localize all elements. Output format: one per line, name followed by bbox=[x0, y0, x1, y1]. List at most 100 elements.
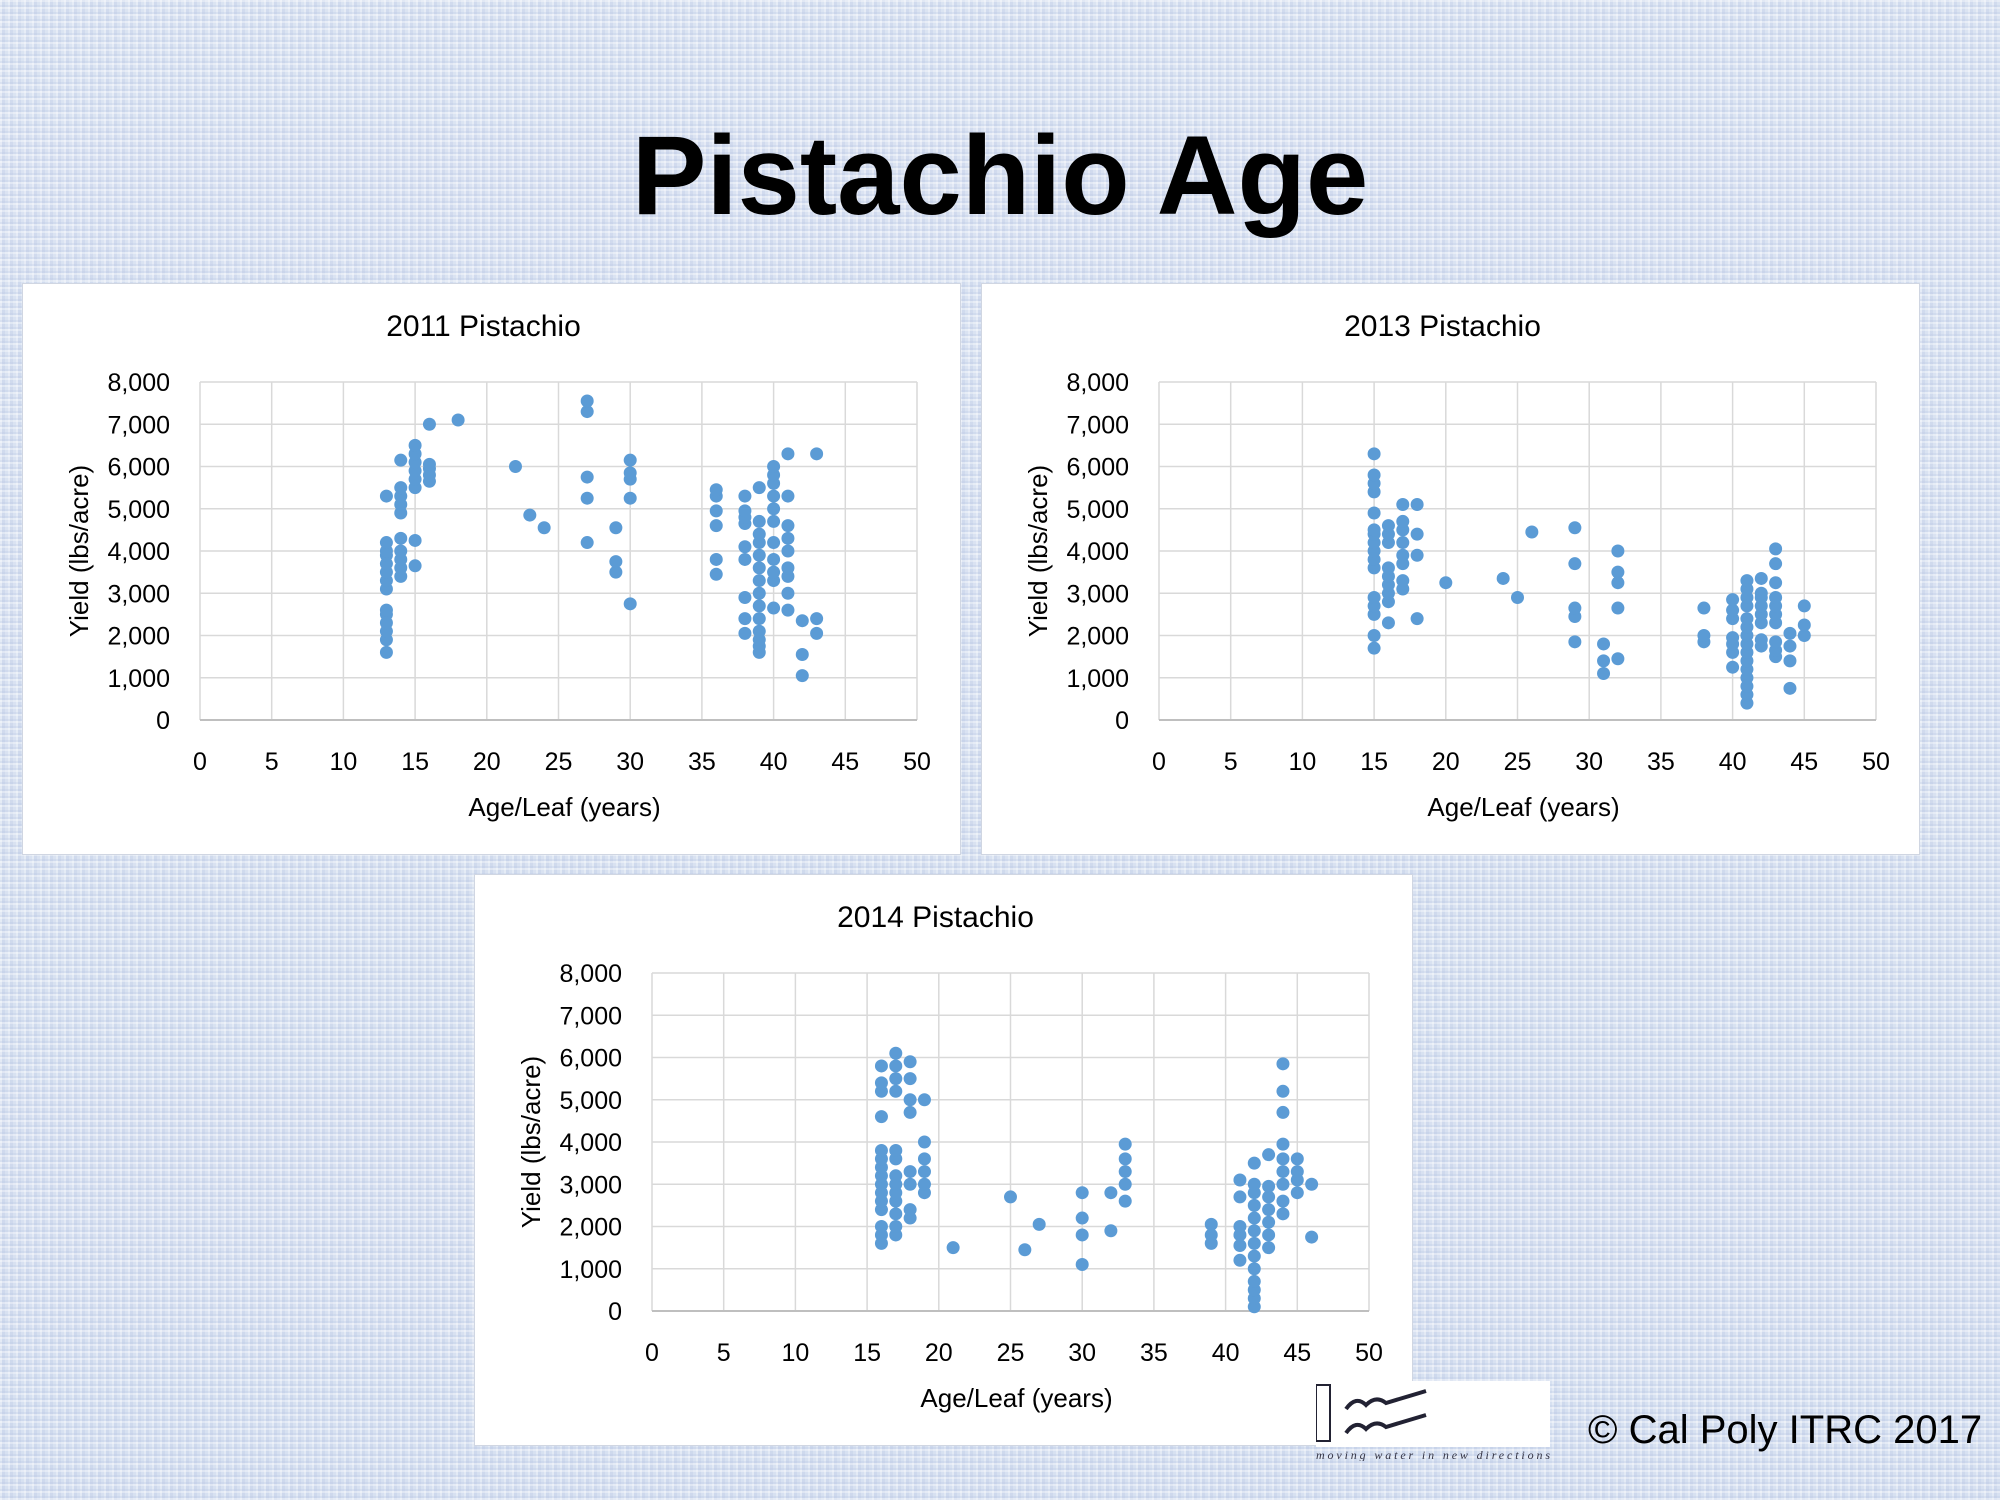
data-point bbox=[1118, 1177, 1132, 1191]
data-point bbox=[1568, 557, 1582, 571]
data-point bbox=[1797, 629, 1811, 642]
data-point bbox=[738, 504, 752, 518]
y-tick-label: 5,000 bbox=[559, 1087, 622, 1115]
data-point bbox=[1262, 1241, 1276, 1255]
data-point bbox=[1783, 681, 1797, 695]
data-point bbox=[623, 466, 637, 480]
data-point bbox=[1367, 447, 1381, 461]
data-point bbox=[889, 1220, 903, 1233]
data-point bbox=[580, 536, 594, 550]
data-point bbox=[1769, 590, 1783, 604]
y-tick-label: 4,000 bbox=[1066, 538, 1129, 566]
data-point bbox=[709, 483, 723, 497]
data-point bbox=[1075, 1258, 1089, 1272]
data-point bbox=[1568, 601, 1582, 615]
data-point bbox=[781, 603, 795, 617]
x-tick-label: 25 bbox=[997, 1339, 1025, 1367]
x-tick-label: 30 bbox=[616, 748, 644, 776]
data-point bbox=[738, 626, 752, 640]
data-point bbox=[1276, 1152, 1290, 1166]
data-point bbox=[1769, 635, 1783, 649]
data-point bbox=[1262, 1179, 1276, 1193]
data-point bbox=[1568, 635, 1582, 649]
data-point bbox=[1367, 468, 1381, 482]
data-point bbox=[752, 561, 766, 575]
y-tick-label: 4,000 bbox=[107, 538, 170, 566]
data-point bbox=[889, 1207, 903, 1221]
x-tick-label: 15 bbox=[1360, 748, 1388, 776]
data-point bbox=[1118, 1194, 1132, 1208]
data-point bbox=[1697, 629, 1711, 642]
data-point bbox=[903, 1093, 917, 1107]
data-point bbox=[1233, 1190, 1247, 1204]
data-point bbox=[1783, 626, 1797, 640]
data-point bbox=[874, 1110, 888, 1124]
x-tick-label: 35 bbox=[1647, 748, 1675, 776]
y-tick-label: 7,000 bbox=[107, 411, 170, 439]
data-point bbox=[946, 1241, 960, 1255]
y-tick-label: 3,000 bbox=[107, 580, 170, 608]
data-point bbox=[1276, 1194, 1290, 1208]
data-point bbox=[781, 586, 795, 600]
data-point bbox=[623, 491, 637, 505]
data-point bbox=[1410, 498, 1424, 512]
data-point bbox=[917, 1152, 931, 1166]
data-point bbox=[1262, 1215, 1276, 1229]
data-point bbox=[1611, 576, 1625, 590]
data-point bbox=[1367, 523, 1381, 537]
data-point bbox=[1118, 1137, 1132, 1151]
y-tick-label: 6,000 bbox=[559, 1045, 622, 1073]
data-point bbox=[1511, 590, 1524, 604]
data-point bbox=[874, 1143, 888, 1157]
data-point bbox=[738, 612, 752, 626]
data-point bbox=[752, 612, 766, 626]
data-point bbox=[1276, 1105, 1290, 1119]
data-point bbox=[394, 453, 408, 467]
data-point bbox=[767, 489, 781, 503]
data-point bbox=[752, 624, 766, 638]
data-point bbox=[1783, 654, 1797, 668]
x-tick-label: 0 bbox=[645, 1339, 659, 1367]
y-tick-label: 1,000 bbox=[107, 665, 170, 693]
data-point bbox=[1611, 565, 1625, 579]
data-point bbox=[903, 1105, 917, 1119]
data-point bbox=[379, 489, 393, 503]
data-point bbox=[709, 552, 723, 566]
x-tick-label: 30 bbox=[1068, 1339, 1096, 1367]
data-point bbox=[1247, 1262, 1261, 1276]
x-tick-label: 15 bbox=[853, 1339, 881, 1367]
x-tick-label: 15 bbox=[401, 748, 429, 776]
x-tick-label: 40 bbox=[1212, 1339, 1240, 1367]
data-point bbox=[889, 1046, 903, 1060]
data-point bbox=[752, 574, 766, 588]
x-tick-label: 50 bbox=[903, 748, 931, 776]
y-tick-label: 2,000 bbox=[559, 1214, 622, 1242]
data-point bbox=[874, 1076, 888, 1090]
data-point bbox=[609, 555, 623, 569]
data-point bbox=[379, 645, 393, 659]
data-point bbox=[1726, 631, 1740, 645]
y-axis-label: Yield (lbs/acre) bbox=[516, 1056, 546, 1228]
data-point bbox=[709, 504, 723, 518]
data-point bbox=[580, 405, 594, 419]
data-point bbox=[1276, 1057, 1290, 1071]
x-tick-label: 45 bbox=[1283, 1339, 1311, 1367]
data-point bbox=[1276, 1177, 1290, 1191]
y-axis-label: Yield (lbs/acre) bbox=[64, 465, 94, 637]
data-point bbox=[752, 481, 766, 495]
data-point bbox=[1754, 571, 1768, 585]
data-point bbox=[767, 552, 781, 566]
data-point bbox=[1410, 612, 1424, 626]
data-point bbox=[752, 548, 766, 562]
data-point bbox=[767, 502, 781, 516]
data-point bbox=[1396, 498, 1410, 512]
y-tick-label: 6,000 bbox=[1066, 454, 1129, 482]
data-point bbox=[1247, 1198, 1261, 1212]
data-point bbox=[781, 519, 795, 533]
data-point bbox=[451, 413, 465, 427]
data-point bbox=[1367, 641, 1381, 655]
chart-2011: 2011 Pistachio 0 5 10 15 20 25 30 35 40 45 50 0 1,000… bbox=[22, 283, 961, 855]
data-point bbox=[1396, 548, 1410, 562]
y-tick-label: 6,000 bbox=[107, 454, 170, 482]
y-tick-label: 1,000 bbox=[559, 1256, 622, 1284]
